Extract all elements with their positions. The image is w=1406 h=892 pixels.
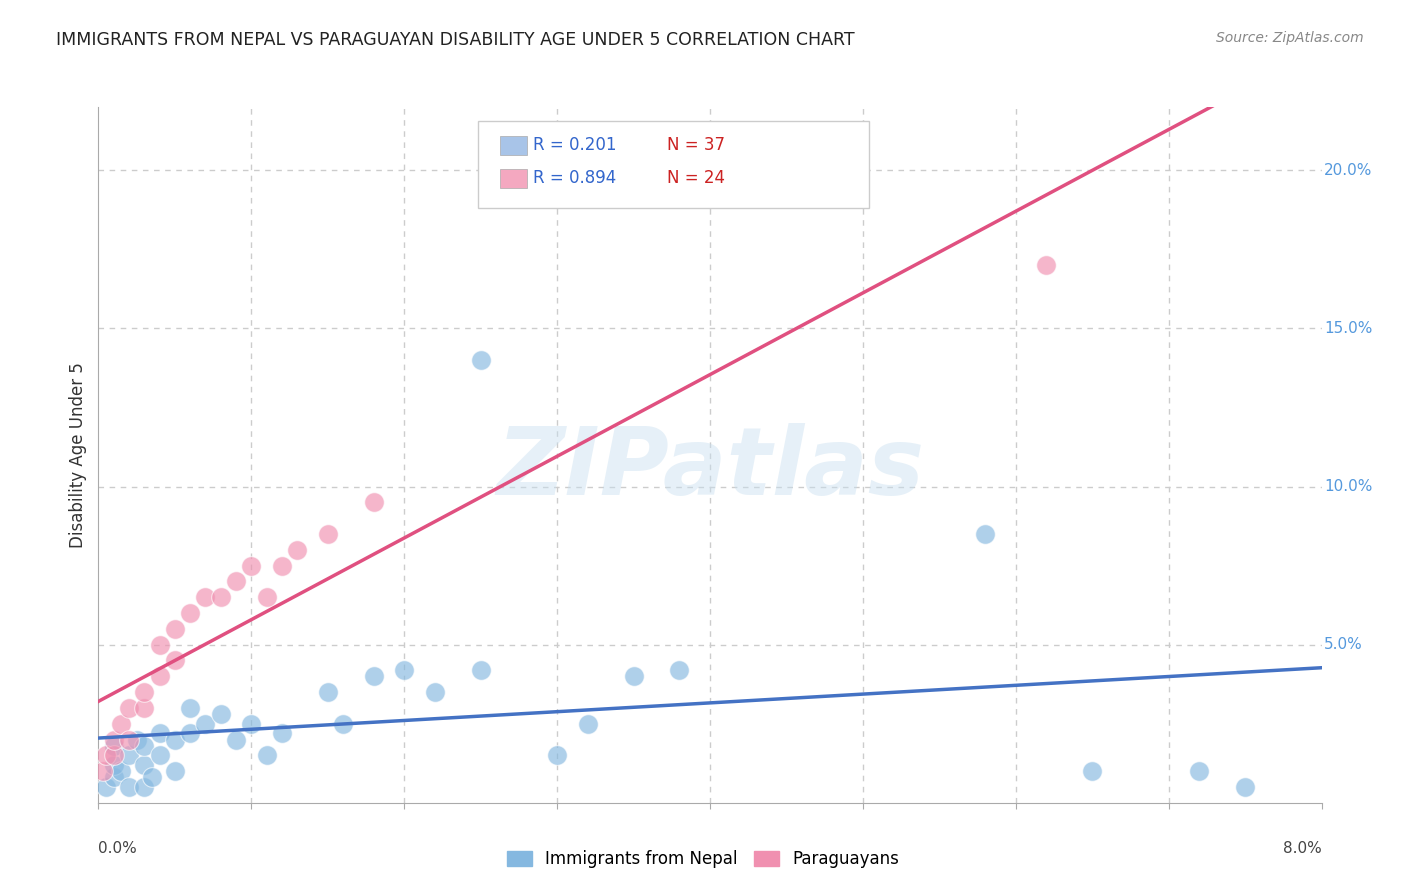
Point — [91, 764, 114, 779]
Y-axis label: Disability Age Under 5: Disability Age Under 5 — [69, 362, 87, 548]
Text: R = 0.201: R = 0.201 — [533, 136, 616, 153]
Point — [546, 748, 568, 763]
Point — [363, 669, 385, 683]
Point — [179, 726, 201, 740]
Point — [316, 527, 339, 541]
Point — [240, 716, 263, 731]
Text: 8.0%: 8.0% — [1282, 841, 1322, 855]
Point — [118, 780, 141, 794]
Text: 5.0%: 5.0% — [1324, 637, 1362, 652]
Point — [163, 764, 186, 779]
Point — [363, 495, 385, 509]
Point — [974, 527, 997, 541]
Point — [103, 739, 125, 753]
Text: N = 24: N = 24 — [668, 169, 725, 187]
Point — [118, 701, 141, 715]
Point — [110, 764, 132, 779]
Text: 0.0%: 0.0% — [98, 841, 138, 855]
Point — [125, 732, 148, 747]
Point — [194, 591, 217, 605]
FancyBboxPatch shape — [478, 121, 869, 208]
Point — [179, 606, 201, 620]
Point — [179, 701, 201, 715]
Point — [256, 591, 278, 605]
Text: 15.0%: 15.0% — [1324, 321, 1372, 336]
Point — [209, 707, 232, 722]
Point — [149, 638, 172, 652]
Point — [576, 716, 599, 731]
Text: 20.0%: 20.0% — [1324, 163, 1372, 178]
Point — [118, 748, 141, 763]
Point — [94, 748, 117, 763]
Point — [1188, 764, 1211, 779]
Point — [270, 558, 294, 573]
Point — [225, 574, 247, 589]
Point — [163, 653, 186, 667]
Point — [134, 739, 156, 753]
Point — [110, 716, 132, 731]
Text: 10.0%: 10.0% — [1324, 479, 1372, 494]
Point — [1035, 258, 1057, 272]
Point — [134, 701, 156, 715]
Point — [423, 685, 446, 699]
Point — [134, 757, 156, 772]
Legend: Immigrants from Nepal, Paraguayans: Immigrants from Nepal, Paraguayans — [501, 844, 905, 875]
Point — [240, 558, 263, 573]
Point — [94, 780, 117, 794]
Point — [668, 663, 690, 677]
Point — [141, 771, 163, 785]
Point — [163, 732, 186, 747]
Point — [149, 726, 172, 740]
Point — [225, 732, 247, 747]
Point — [285, 542, 308, 557]
Text: ZIPatlas: ZIPatlas — [496, 423, 924, 515]
Text: Source: ZipAtlas.com: Source: ZipAtlas.com — [1216, 31, 1364, 45]
Bar — [499, 169, 527, 188]
Point — [194, 716, 217, 731]
Text: R = 0.894: R = 0.894 — [533, 169, 616, 187]
Point — [118, 732, 141, 747]
Point — [149, 669, 172, 683]
Point — [392, 663, 416, 677]
Point — [270, 726, 294, 740]
Point — [163, 622, 186, 636]
Bar — [499, 136, 527, 155]
Text: IMMIGRANTS FROM NEPAL VS PARAGUAYAN DISABILITY AGE UNDER 5 CORRELATION CHART: IMMIGRANTS FROM NEPAL VS PARAGUAYAN DISA… — [56, 31, 855, 49]
Point — [470, 663, 492, 677]
Point — [316, 685, 339, 699]
Point — [103, 771, 125, 785]
Point — [623, 669, 645, 683]
Text: N = 37: N = 37 — [668, 136, 725, 153]
Point — [134, 780, 156, 794]
Point — [332, 716, 354, 731]
Point — [256, 748, 278, 763]
Point — [103, 748, 125, 763]
Point — [470, 353, 492, 368]
Point — [103, 732, 125, 747]
Point — [209, 591, 232, 605]
Point — [1081, 764, 1104, 779]
Point — [103, 757, 125, 772]
Point — [134, 685, 156, 699]
Point — [1234, 780, 1257, 794]
Point — [149, 748, 172, 763]
